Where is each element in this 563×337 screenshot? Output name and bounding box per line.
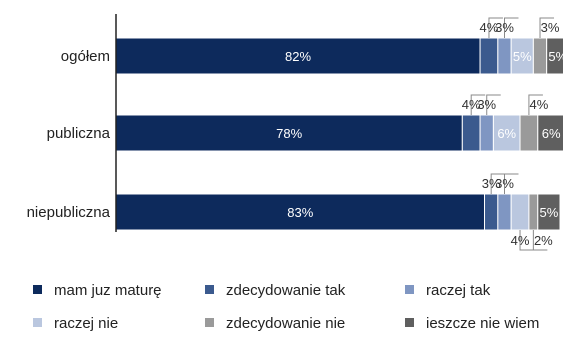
legend-swatch bbox=[205, 318, 214, 327]
bar-segment bbox=[497, 37, 512, 75]
category-label: niepubliczna bbox=[27, 204, 111, 221]
data-label: 4% bbox=[480, 20, 499, 35]
bar-segment bbox=[510, 193, 530, 231]
callout-leader bbox=[532, 230, 548, 251]
bar-segment bbox=[497, 193, 512, 231]
bar-segment bbox=[484, 193, 499, 231]
data-label: 4% bbox=[462, 97, 481, 112]
data-label: 2% bbox=[534, 233, 553, 248]
legend-label: zdecydowanie nie bbox=[226, 315, 345, 332]
legend-swatch bbox=[33, 318, 42, 327]
legend-swatch bbox=[405, 285, 414, 294]
bars-layer bbox=[115, 37, 563, 231]
data-label: 4% bbox=[511, 233, 530, 248]
bar-segment bbox=[537, 193, 561, 231]
axis-layer: ogółem publiczna niepubliczna bbox=[27, 14, 117, 232]
legend-label: ieszcze nie wiem bbox=[426, 315, 539, 332]
data-label: 3% bbox=[495, 176, 514, 191]
legend-label: mam juz maturę bbox=[54, 282, 162, 299]
bar-segment bbox=[479, 37, 499, 75]
bar-segment bbox=[537, 114, 563, 152]
data-label: 5% bbox=[548, 49, 563, 64]
bar-segment bbox=[528, 193, 539, 231]
data-label: 82% bbox=[285, 49, 311, 64]
legend-swatch bbox=[205, 285, 214, 294]
data-label: 83% bbox=[287, 205, 313, 220]
data-label: 5% bbox=[540, 205, 559, 220]
data-label: 3% bbox=[541, 20, 560, 35]
legend-label: zdecydowanie tak bbox=[226, 282, 346, 299]
category-label: ogółem bbox=[61, 48, 110, 65]
category-label: publiczna bbox=[47, 125, 111, 142]
callouts-layer bbox=[470, 17, 555, 251]
bar-segment bbox=[546, 37, 563, 75]
callout-leader bbox=[488, 17, 503, 38]
bar-segment bbox=[115, 37, 481, 75]
callout-leader bbox=[528, 94, 543, 115]
callout-leader bbox=[486, 94, 501, 115]
callout-leader bbox=[490, 173, 506, 194]
legend-label: raczej nie bbox=[54, 315, 118, 332]
data-label: 3% bbox=[495, 20, 514, 35]
bar-segment bbox=[492, 114, 521, 152]
callout-leader bbox=[539, 17, 555, 38]
bar-segment bbox=[519, 114, 539, 152]
data-label: 3% bbox=[482, 176, 501, 191]
data-label: 3% bbox=[477, 97, 496, 112]
labels-layer: 82%4%3%5%3%5%78%4%3%6%4%6%83%3%3%4%2%5% bbox=[276, 20, 563, 248]
data-label: 6% bbox=[497, 126, 516, 141]
legend: mam juz maturę zdecydowanie tak raczej tak… bbox=[33, 282, 539, 332]
callout-leader bbox=[504, 17, 519, 38]
callout-leader bbox=[519, 230, 535, 251]
callout-leader bbox=[504, 173, 519, 194]
legend-swatch bbox=[405, 318, 414, 327]
bar-segment bbox=[479, 114, 494, 152]
data-label: 6% bbox=[542, 126, 561, 141]
data-label: 4% bbox=[530, 97, 549, 112]
legend-swatch bbox=[33, 285, 42, 294]
legend-label: raczej tak bbox=[426, 282, 491, 299]
bar-segment bbox=[115, 193, 486, 231]
callout-leader bbox=[470, 94, 486, 115]
bar-segment bbox=[461, 114, 481, 152]
bar-segment bbox=[532, 37, 548, 75]
data-label: 78% bbox=[276, 126, 302, 141]
data-label: 5% bbox=[513, 49, 532, 64]
